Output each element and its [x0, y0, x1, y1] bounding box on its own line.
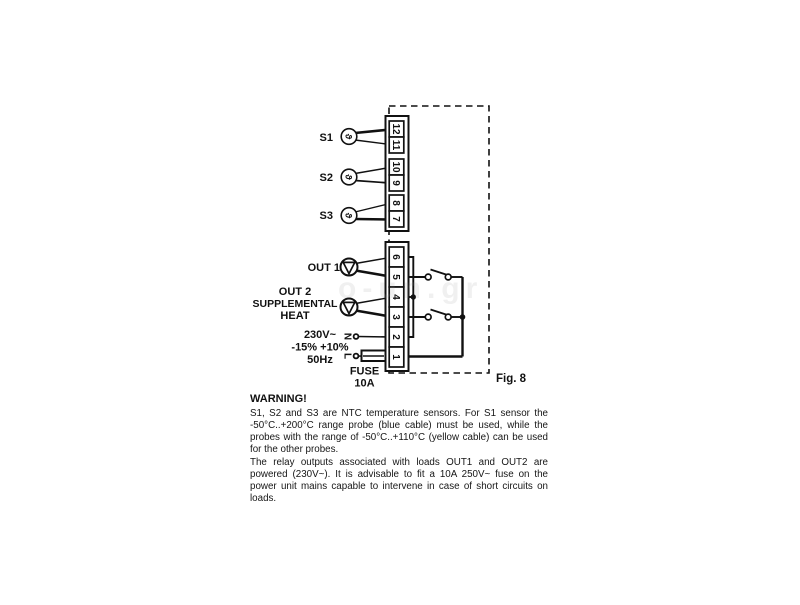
- temperature-probe-icon: ϑ: [340, 206, 358, 225]
- s3-wire-b: [354, 217, 391, 221]
- label-frequency: 50Hz: [307, 354, 333, 366]
- neutral-terminal-icon: [352, 333, 360, 340]
- s1-wire-a: [354, 128, 391, 135]
- out1-load-pump-icon: [339, 257, 359, 277]
- warning-paragraph: The relay outputs associated with loads …: [250, 456, 548, 505]
- live-terminal-icon: [352, 352, 360, 360]
- label-fuse-rating: 10A: [354, 378, 374, 390]
- out1-wire-a: [355, 256, 391, 265]
- terminal-block-lower: 6 5 4 3 2 1: [384, 241, 410, 372]
- terminal-number-10: 10: [390, 161, 401, 173]
- terminal-number-12: 12: [390, 123, 401, 135]
- label-voltage: 230V~: [304, 329, 337, 341]
- terminal-number-5: 5: [390, 274, 401, 280]
- sensor-symbols: ϑ ϑ ϑ: [339, 127, 359, 317]
- out2-wire-b: [355, 309, 391, 318]
- terminal-number-2: 2: [390, 334, 401, 340]
- s2-wire-b: [354, 179, 391, 184]
- terminal-number-3: 3: [390, 314, 401, 320]
- terminal-number-1: 1: [390, 354, 401, 360]
- relay-circuit: [408, 256, 466, 358]
- label-live: L: [342, 353, 353, 359]
- s3-wire-a: [354, 202, 391, 213]
- terminal-number-8: 8: [390, 200, 401, 206]
- junction-dot: [410, 294, 416, 300]
- s2-wire-a: [354, 166, 391, 175]
- temperature-probe-icon: ϑ: [340, 168, 358, 186]
- label-s2: S2: [320, 172, 333, 184]
- out2-wire-a: [355, 296, 391, 305]
- label-s1: S1: [320, 132, 333, 144]
- label-heat: HEAT: [280, 310, 309, 322]
- terminal-number-9: 9: [390, 180, 401, 186]
- label-s3: S3: [320, 210, 333, 222]
- probe-glyph: ϑ: [343, 134, 354, 140]
- label-neutral: N: [342, 333, 353, 340]
- label-out1: OUT 1: [308, 262, 340, 274]
- warning-paragraph: S1, S2 and S3 are NTC temperature sensor…: [250, 408, 548, 456]
- diagram-labels: S1 S2 S3 OUT 1 OUT 2 SUPPLEMENTAL HEAT 2…: [253, 132, 527, 390]
- relay-contact-1-icon: [408, 268, 463, 281]
- out1-wire-b: [355, 269, 391, 278]
- out2-load-pump-icon: [339, 297, 359, 317]
- terminal-number-7: 7: [390, 216, 401, 222]
- probe-glyph: ϑ: [343, 213, 354, 219]
- probe-glyph: ϑ: [343, 174, 354, 180]
- terminal-number-6: 6: [390, 254, 401, 260]
- terminal-number-4: 4: [390, 294, 401, 300]
- s1-wire-b: [354, 139, 391, 146]
- junction-dot: [459, 314, 466, 320]
- relay-contact-2-icon: [408, 308, 463, 321]
- terminal-block-upper: 12 11 10 9 8 7: [384, 115, 410, 232]
- label-tolerance: -15% +10%: [291, 342, 348, 354]
- label-supplemental: SUPPLEMENTAL: [253, 298, 339, 310]
- figure-caption: Fig. 8: [496, 373, 527, 385]
- temperature-probe-icon: ϑ: [340, 127, 358, 146]
- terminal-number-11: 11: [390, 140, 401, 151]
- label-fuse: FUSE: [350, 366, 379, 378]
- device-boundary-dashed-box: [388, 105, 490, 374]
- warning-section: WARNING! S1, S2 and S3 are NTC temperatu…: [250, 393, 548, 505]
- warning-title: WARNING!: [250, 393, 307, 405]
- label-out2: OUT 2: [279, 286, 311, 298]
